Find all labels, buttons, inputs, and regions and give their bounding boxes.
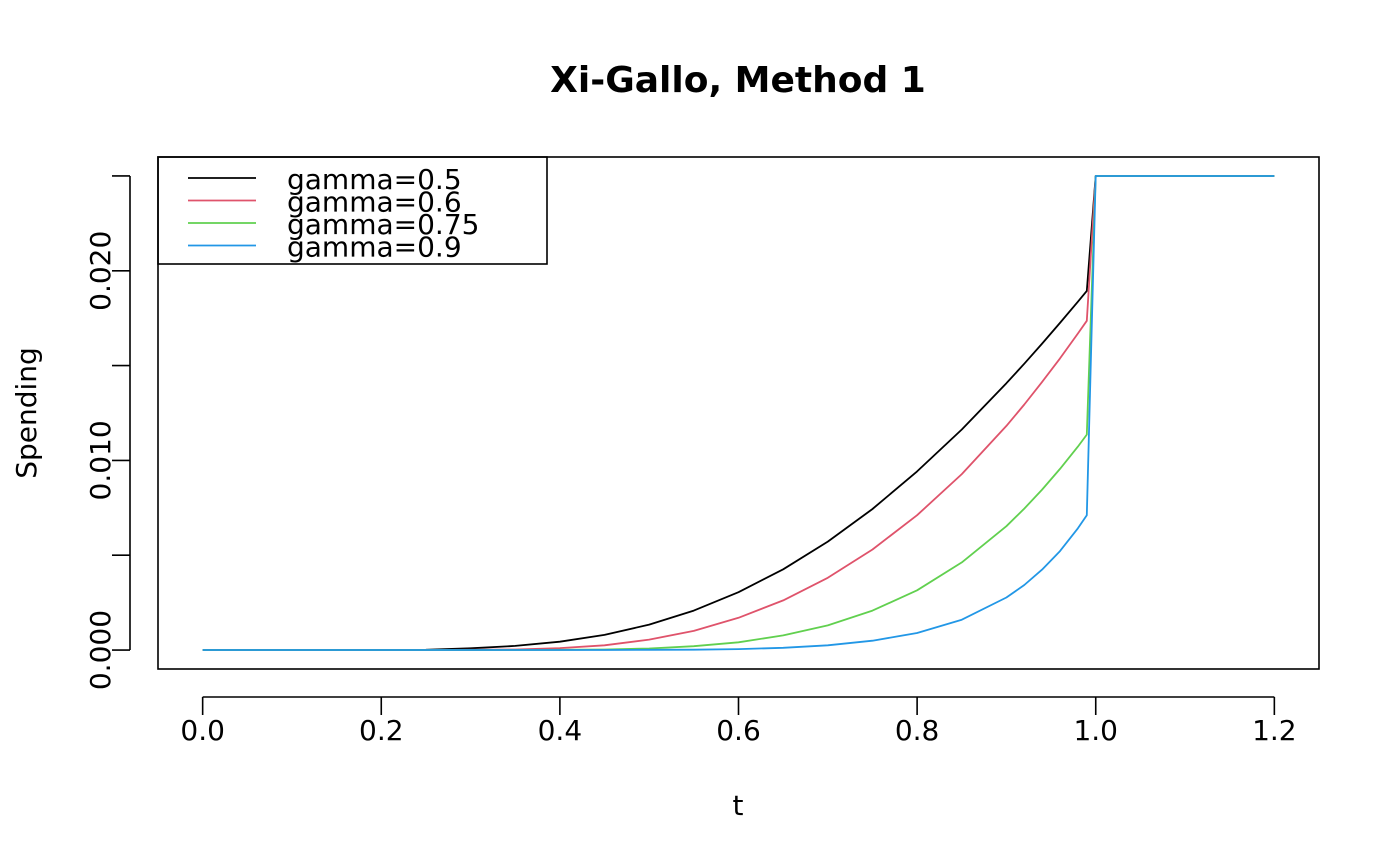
x-tick-label: 1.2 <box>1252 714 1297 747</box>
y-axis-label: Spending <box>10 347 43 479</box>
x-tick-label: 1.0 <box>1073 714 1118 747</box>
y-tick-label: 0.000 <box>84 610 117 690</box>
plot-box <box>157 156 1320 670</box>
y-tick-label: 0.020 <box>84 231 117 311</box>
legend-label: gamma=0.6 <box>287 186 462 219</box>
series-line-4 <box>202 175 1275 651</box>
x-tick-label: 0.8 <box>895 714 940 747</box>
x-axis: 0.0 0.2 0.4 0.6 0.8 1.0 1.2 <box>180 696 1297 747</box>
x-tick-label: 0.6 <box>716 714 761 747</box>
y-axis: 0.000 0.010 0.020 <box>84 175 131 690</box>
legend-box <box>157 156 548 265</box>
series-layer <box>202 175 1275 651</box>
legend-label: gamma=0.75 <box>287 208 479 241</box>
y-tick-label: 0.010 <box>84 420 117 500</box>
x-axis-label: t <box>733 789 744 822</box>
x-tick-label: 0.2 <box>359 714 404 747</box>
legend-label: gamma=0.9 <box>287 231 462 264</box>
x-tick-label: 0.4 <box>538 714 583 747</box>
x-tick-label: 0.0 <box>180 714 225 747</box>
chart-title: Xi-Gallo, Method 1 <box>550 60 926 101</box>
legend-label: gamma=0.5 <box>287 163 462 196</box>
